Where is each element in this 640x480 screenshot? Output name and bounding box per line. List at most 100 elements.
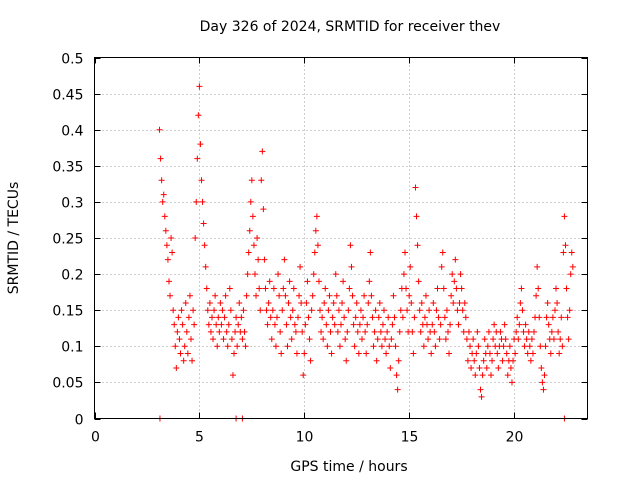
data-point <box>358 336 365 343</box>
data-point <box>220 336 227 343</box>
data-point <box>194 155 201 162</box>
data-point <box>348 263 355 270</box>
data-point <box>435 314 442 321</box>
data-point <box>309 292 316 299</box>
data-point <box>568 249 575 256</box>
data-point <box>338 321 344 328</box>
data-point <box>478 393 485 400</box>
data-point <box>167 292 174 299</box>
data-point <box>240 307 247 314</box>
data-point <box>231 350 238 357</box>
data-point <box>474 328 481 335</box>
data-point <box>425 336 432 343</box>
data-point <box>159 198 166 205</box>
data-point <box>183 328 190 335</box>
data-point <box>203 285 210 292</box>
data-point <box>416 307 423 314</box>
data-point <box>460 328 467 335</box>
data-point <box>330 299 337 306</box>
y-tick-label: 0.3 <box>61 196 83 212</box>
data-point <box>547 350 554 357</box>
data-point <box>388 336 395 343</box>
data-point <box>189 357 196 364</box>
data-point <box>248 177 255 184</box>
data-point <box>408 299 415 306</box>
data-point <box>387 364 394 371</box>
data-point <box>559 343 566 350</box>
data-point <box>350 321 357 328</box>
data-point <box>294 314 301 321</box>
data-point <box>484 343 491 350</box>
data-point <box>286 278 293 285</box>
data-point <box>504 372 511 379</box>
data-point <box>455 321 462 328</box>
data-point <box>173 364 180 371</box>
data-point <box>433 307 440 314</box>
y-tick-label: 0.25 <box>52 232 83 248</box>
data-point <box>242 343 249 350</box>
data-point <box>462 314 469 321</box>
data-point <box>239 336 246 343</box>
data-point <box>533 292 540 299</box>
data-point <box>553 285 560 292</box>
data-point <box>313 213 320 220</box>
data-point <box>472 372 479 379</box>
data-point <box>357 307 364 314</box>
data-point <box>311 249 318 256</box>
data-point <box>566 307 573 314</box>
data-point <box>197 141 204 148</box>
data-point <box>439 249 446 256</box>
data-point <box>163 242 170 249</box>
data-point <box>323 321 330 328</box>
data-point <box>468 364 475 371</box>
data-point <box>443 307 450 314</box>
data-point <box>287 314 294 321</box>
x-tick-label: 5 <box>195 430 204 446</box>
data-point <box>377 328 384 335</box>
data-point <box>510 357 517 364</box>
data-point <box>534 263 541 270</box>
data-point <box>198 177 205 184</box>
data-point <box>254 235 261 241</box>
data-point <box>160 191 167 198</box>
data-point <box>527 357 534 364</box>
data-point <box>267 314 274 321</box>
data-point <box>550 336 557 343</box>
data-point <box>335 307 342 314</box>
data-point <box>164 256 171 263</box>
data-point <box>373 357 380 364</box>
y-tick-label: 0.4 <box>61 124 83 140</box>
data-point <box>271 321 278 328</box>
data-point <box>429 321 436 328</box>
data-point <box>364 321 371 328</box>
data-point <box>250 242 257 249</box>
data-point <box>261 256 268 263</box>
data-point <box>420 343 427 350</box>
data-point <box>184 350 191 357</box>
data-point <box>216 328 223 335</box>
data-point <box>218 321 225 328</box>
data-point <box>318 328 325 335</box>
data-point <box>210 336 217 343</box>
data-point <box>257 307 264 314</box>
chart-title: Day 326 of 2024, SRMTID for receiver the… <box>200 19 501 35</box>
data-point <box>241 328 248 335</box>
data-point <box>422 292 429 299</box>
data-point <box>522 321 529 328</box>
data-point <box>205 321 212 328</box>
data-point <box>487 372 494 379</box>
data-point <box>305 314 312 321</box>
data-point <box>500 343 507 350</box>
data-point <box>354 328 361 335</box>
data-point <box>495 364 502 371</box>
data-point <box>391 314 398 321</box>
data-point <box>489 357 496 364</box>
data-point <box>525 328 532 335</box>
data-point <box>451 278 458 285</box>
data-point <box>567 271 574 278</box>
x-tick-label: 0 <box>91 430 100 446</box>
data-point <box>556 350 563 357</box>
data-point <box>186 292 193 299</box>
data-point <box>282 292 289 299</box>
data-point <box>465 328 472 335</box>
